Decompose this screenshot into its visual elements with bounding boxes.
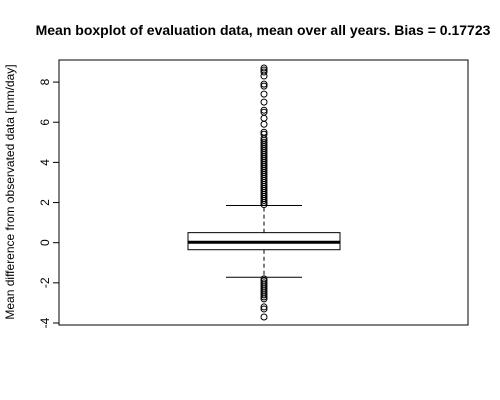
outlier-point xyxy=(260,295,268,303)
outlier-point xyxy=(260,128,268,136)
outlier-point xyxy=(260,80,268,88)
y-tick-label: -4 xyxy=(38,317,52,328)
outlier-point xyxy=(260,66,268,74)
y-tick-label: 8 xyxy=(38,78,52,85)
y-tick-label: 4 xyxy=(38,159,52,166)
boxplot xyxy=(187,205,341,278)
y-tick-label: -2 xyxy=(38,277,52,288)
outlier-point xyxy=(260,293,268,301)
y-axis: -4 -2 0 2 4 6 8 xyxy=(38,78,60,328)
outlier-point xyxy=(260,106,268,114)
chart-title: Mean boxplot of evaluation data, mean ov… xyxy=(36,22,491,38)
outlier-point xyxy=(260,130,268,138)
outlier-point xyxy=(260,68,268,76)
outlier-points xyxy=(260,64,268,321)
y-tick-label: 6 xyxy=(38,119,52,126)
outlier-point xyxy=(260,313,268,321)
y-axis-label: Mean difference from observated data [mm… xyxy=(3,64,17,319)
y-tick-label: 0 xyxy=(38,239,52,246)
outlier-point xyxy=(260,138,268,146)
outlier-point xyxy=(260,303,268,311)
outlier-point xyxy=(260,64,268,72)
outlier-point xyxy=(260,108,268,116)
plot-frame xyxy=(58,59,469,326)
outlier-point xyxy=(260,90,268,98)
outlier-point xyxy=(260,82,268,90)
outlier-point xyxy=(260,305,268,313)
outlier-point xyxy=(260,120,268,128)
outlier-point xyxy=(260,98,268,106)
outlier-point xyxy=(260,114,268,122)
outlier-point xyxy=(260,291,268,299)
y-tick-label: 2 xyxy=(38,199,52,206)
